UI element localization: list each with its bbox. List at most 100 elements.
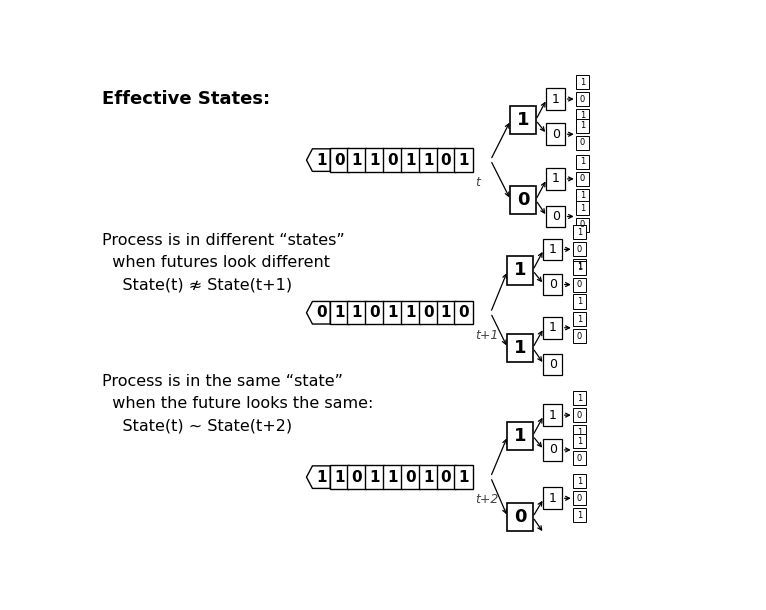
FancyBboxPatch shape: [383, 301, 402, 325]
Text: t: t: [476, 176, 480, 189]
FancyBboxPatch shape: [437, 148, 456, 172]
FancyBboxPatch shape: [365, 301, 385, 325]
Text: 1: 1: [549, 492, 557, 505]
FancyBboxPatch shape: [573, 491, 586, 505]
FancyBboxPatch shape: [329, 301, 349, 325]
FancyBboxPatch shape: [365, 465, 385, 489]
Text: 1: 1: [577, 511, 582, 520]
FancyBboxPatch shape: [573, 329, 586, 343]
Text: 0: 0: [316, 305, 326, 320]
FancyBboxPatch shape: [365, 148, 385, 172]
Text: 1: 1: [423, 152, 434, 168]
FancyBboxPatch shape: [383, 148, 402, 172]
FancyBboxPatch shape: [573, 312, 586, 326]
Text: 0: 0: [580, 220, 585, 229]
FancyBboxPatch shape: [543, 404, 562, 426]
FancyBboxPatch shape: [546, 123, 565, 145]
Text: 0: 0: [580, 95, 585, 104]
Text: 1: 1: [514, 427, 526, 445]
FancyBboxPatch shape: [573, 278, 586, 292]
FancyBboxPatch shape: [573, 259, 586, 273]
Text: 1: 1: [580, 157, 585, 167]
FancyBboxPatch shape: [454, 465, 473, 489]
FancyBboxPatch shape: [573, 508, 586, 522]
Text: 1: 1: [580, 112, 585, 120]
Text: 1: 1: [352, 152, 362, 168]
Text: 0: 0: [580, 138, 585, 147]
Text: 0: 0: [577, 493, 582, 503]
FancyBboxPatch shape: [543, 487, 562, 509]
Text: 1: 1: [334, 305, 345, 320]
Text: 0: 0: [388, 152, 398, 168]
FancyBboxPatch shape: [348, 148, 366, 172]
Text: 1: 1: [552, 93, 560, 106]
FancyBboxPatch shape: [437, 465, 456, 489]
Text: 1: 1: [580, 192, 585, 200]
FancyBboxPatch shape: [573, 225, 586, 240]
Text: 0: 0: [577, 411, 582, 420]
Text: 0: 0: [440, 152, 451, 168]
Text: 1: 1: [405, 152, 416, 168]
Text: Effective States:: Effective States:: [102, 90, 270, 107]
FancyBboxPatch shape: [510, 186, 536, 214]
FancyBboxPatch shape: [348, 301, 366, 325]
Text: 0: 0: [440, 470, 451, 484]
Text: 1: 1: [577, 393, 582, 403]
FancyBboxPatch shape: [401, 148, 420, 172]
FancyBboxPatch shape: [546, 88, 565, 110]
FancyBboxPatch shape: [507, 422, 533, 450]
FancyBboxPatch shape: [329, 465, 349, 489]
Text: 0: 0: [352, 470, 362, 484]
Text: 1: 1: [580, 77, 585, 87]
Text: 1: 1: [577, 297, 582, 306]
Text: 0: 0: [459, 305, 469, 320]
Text: 1: 1: [369, 470, 380, 484]
FancyBboxPatch shape: [348, 465, 366, 489]
Text: 1: 1: [549, 321, 557, 334]
Text: 1: 1: [514, 339, 526, 357]
Text: 1: 1: [580, 121, 585, 131]
Text: 0: 0: [577, 332, 582, 341]
Text: 0: 0: [552, 210, 560, 223]
Polygon shape: [306, 466, 330, 489]
Text: 0: 0: [334, 152, 345, 168]
Text: 1: 1: [423, 470, 434, 484]
FancyBboxPatch shape: [401, 465, 420, 489]
Text: 0: 0: [577, 245, 582, 254]
FancyBboxPatch shape: [383, 465, 402, 489]
Text: 0: 0: [405, 470, 416, 484]
Text: 0: 0: [517, 191, 529, 209]
Text: Process is in the same “state”
  when the future looks the same:
    State(t) ~ : Process is in the same “state” when the …: [102, 374, 373, 433]
Text: 1: 1: [577, 228, 582, 237]
Text: 1: 1: [577, 263, 582, 272]
FancyBboxPatch shape: [437, 301, 456, 325]
Text: 1: 1: [577, 315, 582, 324]
FancyBboxPatch shape: [576, 75, 589, 89]
Text: 0: 0: [423, 305, 434, 320]
FancyBboxPatch shape: [546, 168, 565, 190]
FancyBboxPatch shape: [543, 317, 562, 339]
Text: 1: 1: [517, 111, 529, 129]
FancyBboxPatch shape: [507, 503, 533, 531]
FancyBboxPatch shape: [573, 451, 586, 465]
Text: 1: 1: [459, 470, 469, 484]
FancyBboxPatch shape: [573, 425, 586, 439]
FancyBboxPatch shape: [419, 148, 437, 172]
Text: 1: 1: [316, 470, 326, 484]
Text: 1: 1: [459, 152, 469, 168]
FancyBboxPatch shape: [573, 408, 586, 422]
Text: 1: 1: [577, 437, 582, 446]
FancyBboxPatch shape: [576, 201, 589, 215]
FancyBboxPatch shape: [510, 106, 536, 134]
FancyBboxPatch shape: [329, 148, 349, 172]
FancyBboxPatch shape: [576, 188, 589, 203]
Text: 1: 1: [577, 477, 582, 486]
FancyBboxPatch shape: [576, 109, 589, 123]
Text: 0: 0: [552, 127, 560, 141]
FancyBboxPatch shape: [573, 260, 586, 274]
Text: 0: 0: [580, 174, 585, 184]
Text: 0: 0: [549, 358, 557, 371]
Text: 1: 1: [514, 262, 526, 279]
FancyBboxPatch shape: [573, 475, 586, 489]
FancyBboxPatch shape: [576, 119, 589, 133]
